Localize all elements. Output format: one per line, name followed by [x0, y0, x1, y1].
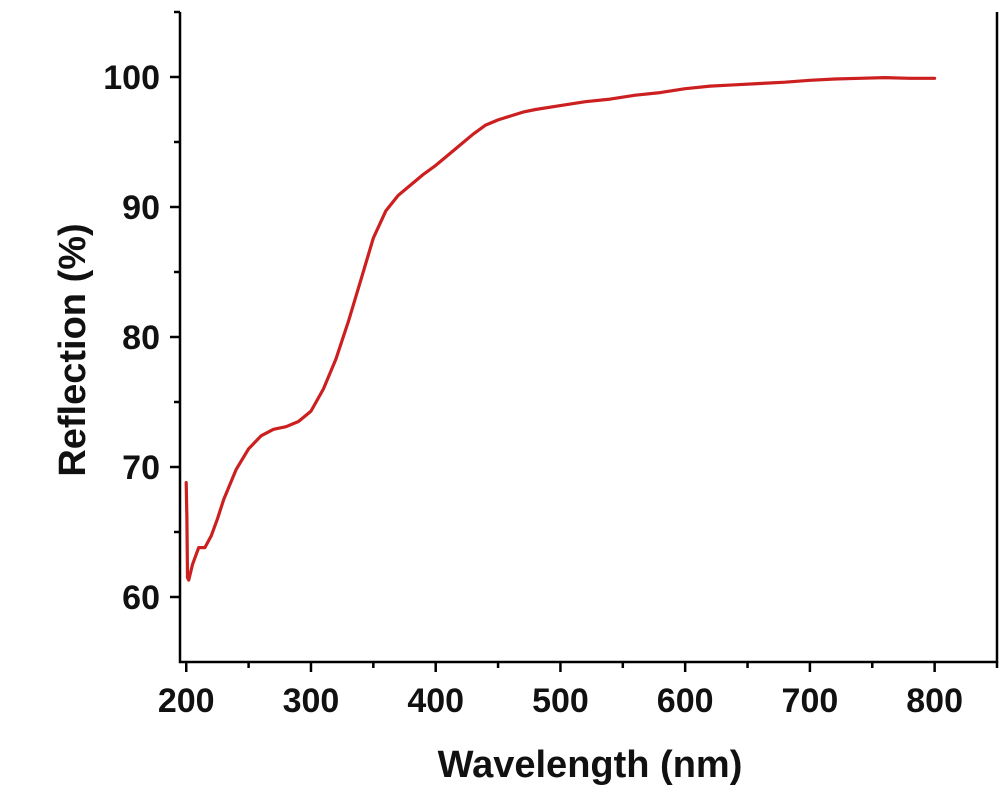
- x-tick-label: 700: [782, 682, 839, 720]
- x-axis-ticks: 200 300 400 500 600 700 800: [158, 662, 999, 720]
- y-tick-label: 70: [122, 449, 160, 487]
- plot-area: [178, 12, 999, 664]
- x-axis-title: Wavelength (nm): [438, 744, 743, 786]
- x-tick-label: 500: [532, 682, 589, 720]
- y-tick-label: 80: [122, 319, 160, 357]
- y-axis-title: Reflection (%): [52, 223, 94, 476]
- plot-frame: [178, 12, 999, 664]
- y-tick-label: 90: [122, 189, 160, 227]
- x-tick-label: 300: [283, 682, 340, 720]
- x-tick-label: 600: [657, 682, 714, 720]
- series-layer: [184, 76, 937, 582]
- reflection-curve: [184, 76, 937, 582]
- y-axis-ticks: 60 70 80 90 100: [103, 10, 180, 617]
- x-tick-label: 400: [407, 682, 464, 720]
- y-tick-label: 60: [122, 579, 160, 617]
- x-tick-label: 200: [158, 682, 215, 720]
- x-tick-label: 800: [906, 682, 963, 720]
- y-tick-label: 100: [103, 59, 160, 97]
